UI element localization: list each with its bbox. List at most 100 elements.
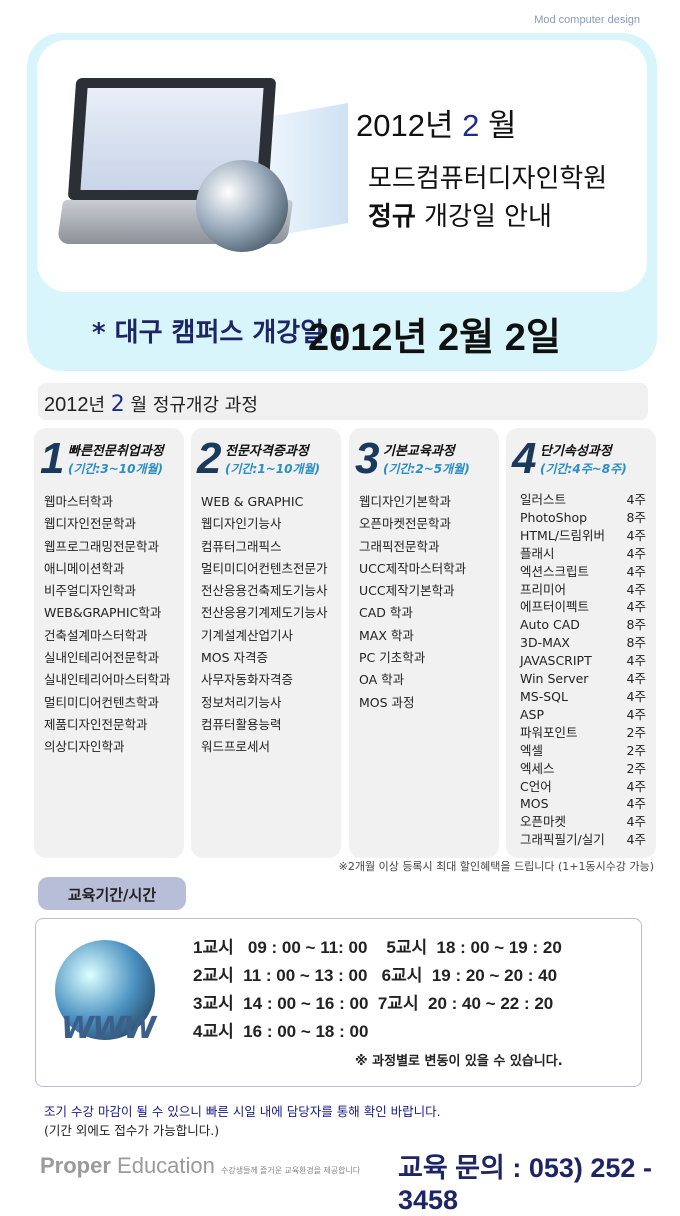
course-duration: 4주: [626, 545, 646, 561]
course-item: MS-SQL 4주: [520, 688, 646, 706]
school-name: 모드컴퓨터디자인학원: [368, 164, 608, 194]
course-column-1: 1 빠른전문취업과정 (기간:3~10개월) 웹마스터학과 웹디자인전문학과 웹프로그…: [34, 428, 184, 858]
course-item: UCC제작기본학과: [359, 583, 455, 599]
course-item: 건축설계마스터학과: [44, 627, 148, 643]
course-duration: 4주: [626, 706, 646, 722]
course-item: 멀티미디어컨텐츠전문가: [201, 560, 328, 576]
schedule-row: 2교시 11 : 00 ~ 13 : 00 6교시 19 : 20 ~ 20 :…: [193, 966, 558, 985]
schedule-row: 3교시 14 : 00 ~ 16 : 00 7교시 20 : 40 ~ 22 :…: [193, 994, 554, 1013]
course-item: 실내인테리어전문학과: [44, 650, 160, 666]
course-column-4: 4 단기속성과정 (기간:4주~8주) 일러스트 4주 PhotoShop 8주 HTML…: [506, 428, 656, 858]
course-duration: 4주: [626, 527, 646, 543]
schedule-box: [35, 918, 642, 1087]
hero-month-unit: 월: [488, 108, 517, 143]
course-name: ASP: [520, 706, 545, 722]
course-item: 정보처리기능사: [201, 694, 282, 710]
course-duration: 4주: [626, 599, 646, 615]
footer-notice: 조기 수강 마감이 될 수 있으니 빠른 시일 내에 담당자를 통해 확인 바랍…: [44, 1104, 441, 1119]
course-duration: 4주: [626, 688, 646, 704]
course-duration: 4주: [626, 671, 646, 687]
course-item: 플래시 4주: [520, 545, 646, 563]
course-name: 엑셀: [520, 742, 544, 758]
course-item: 3D-MAX 8주: [520, 634, 646, 652]
hero-date-title: 2012년 2 월: [356, 100, 517, 145]
logo-rest: Education: [110, 1153, 215, 1178]
course-duration: 4주: [626, 778, 646, 794]
course-item: CAD 학과: [359, 605, 413, 621]
schedule-row: 4교시 16 : 00 ~ 18 : 00: [193, 1022, 369, 1041]
column-number: 4: [512, 434, 537, 483]
course-item: 파워포인트 2주: [520, 724, 646, 742]
bar-year-unit: 년: [88, 395, 106, 416]
brand-label: Mod computer design: [534, 14, 640, 26]
column-title: 단기속성과정: [540, 444, 612, 459]
course-item: 전산응용기계제도기능사: [201, 605, 328, 621]
course-item: MOS 자격증: [201, 650, 269, 666]
column-number: 2: [197, 434, 222, 483]
course-item: Auto CAD 8주: [520, 616, 646, 634]
guide-title: 정규 개강일 안내: [368, 196, 552, 233]
course-item: MOS 4주: [520, 795, 646, 813]
course-item: 애니메이션학과: [44, 560, 125, 576]
course-item: 비주얼디자인학과: [44, 583, 137, 599]
bar-rest: 월 정규개강 과정: [130, 395, 258, 416]
course-name: 3D-MAX: [520, 635, 570, 651]
course-item: 의상디자인학과: [44, 739, 125, 755]
hero-month: 2: [462, 108, 480, 143]
course-list: 웹마스터학과 웹디자인전문학과 웹프로그래밍전문학과 애니메이션학과 비주얼디자인학과 W…: [44, 491, 171, 759]
course-duration: 2주: [626, 742, 646, 758]
course-item: 프리미어 4주: [520, 581, 646, 599]
course-item: 웹디자인기능사: [201, 516, 282, 532]
course-duration: 4주: [626, 581, 646, 597]
course-name: Auto CAD: [520, 617, 580, 633]
course-name: JAVASCRIPT: [520, 653, 592, 669]
course-column-2: 2 전문자격증과정 (기간:1~10개월) WEB & GRAPHIC 웹디자인기능…: [191, 428, 341, 858]
column-period: (기간:2~5개월): [383, 462, 470, 476]
campus-label: * 대구 캠퍼스 개강일 :: [92, 318, 344, 348]
course-item: ASP 4주: [520, 706, 646, 724]
course-item: MOS 과정: [359, 694, 415, 710]
course-item: 오픈마켓전문학과: [359, 516, 452, 532]
course-duration: 2주: [626, 760, 646, 776]
course-name: 그래픽필기/실기: [520, 832, 605, 848]
course-item: 일러스트 4주: [520, 491, 646, 509]
logo-tagline: 수강생들께 즐거운 교육환경을 제공합니다: [221, 1166, 361, 1175]
course-item: Win Server 4주: [520, 670, 646, 688]
course-name: 엑세스: [520, 760, 555, 776]
course-item: 엑세스 2주: [520, 760, 646, 778]
course-item: 엑셀 2주: [520, 742, 646, 760]
course-name: 에프터이펙트: [520, 599, 590, 615]
course-duration: 4주: [626, 832, 646, 848]
course-duration: 4주: [626, 796, 646, 812]
www-text: WWW: [61, 1011, 156, 1046]
course-item: 실내인테리어마스터학과: [44, 672, 171, 688]
course-name: 일러스트: [520, 492, 567, 507]
course-duration: 4주: [626, 563, 646, 579]
schedule-note: ※ 과정별로 변동이 있을 수 있습니다.: [355, 1054, 563, 1069]
hero-year: 2012: [356, 108, 425, 143]
bar-month: 2: [110, 392, 125, 417]
course-item: 웹마스터학과: [44, 494, 114, 509]
hero-year-unit: 년: [424, 108, 454, 143]
course-duration: 8주: [626, 509, 646, 525]
course-item: UCC제작마스터학과: [359, 560, 467, 576]
course-item: 전산응용건축제도기능사: [201, 583, 328, 599]
course-item: 오픈마켓 4주: [520, 813, 646, 831]
course-item: 웹프로그래밍전문학과: [44, 538, 160, 554]
course-item: MAX 학과: [359, 627, 414, 643]
course-item: 엑션스크립트 4주: [520, 563, 646, 581]
course-name: 엑션스크립트: [520, 563, 590, 579]
course-item: 그래픽전문학과: [359, 538, 440, 554]
schedule-label: 교육기간/시간: [38, 877, 186, 910]
course-item: 사무자동화자격증: [201, 672, 294, 688]
course-name: C언어: [520, 778, 552, 794]
course-item: 제품디자인전문학과: [44, 716, 148, 732]
course-item: JAVASCRIPT 4주: [520, 652, 646, 670]
globe-icon: [196, 160, 288, 252]
proper-education-logo: Proper Education 수강생들께 즐거운 교육환경을 제공합니다: [40, 1153, 360, 1179]
column-title: 전문자격증과정: [225, 444, 309, 459]
course-item: 에프터이펙트 4주: [520, 598, 646, 616]
course-duration: 4주: [626, 492, 646, 507]
column-number: 1: [40, 434, 65, 483]
course-name: 파워포인트: [520, 724, 578, 740]
